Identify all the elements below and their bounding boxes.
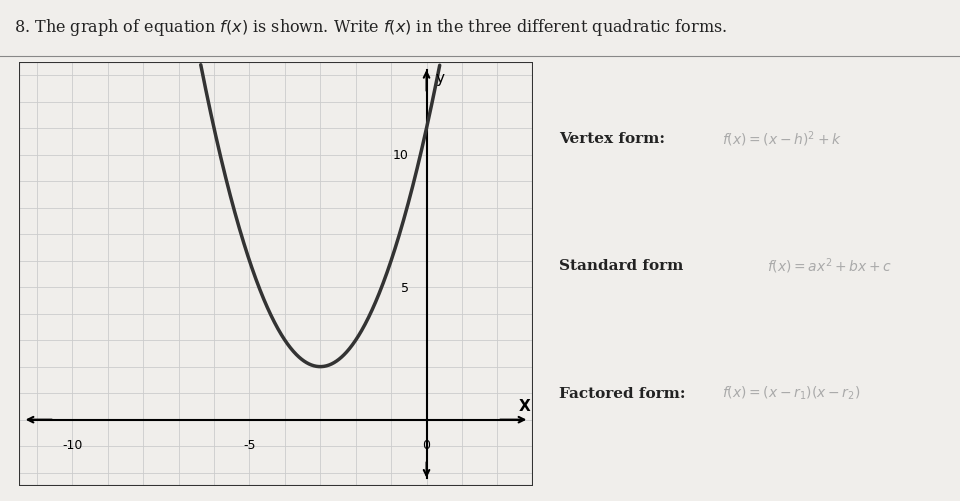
Text: $f(x) = ax^2 + bx + c$: $f(x) = ax^2 + bx + c$: [767, 256, 892, 276]
Text: $f(x) = (x-h)^2 + k$: $f(x) = (x-h)^2 + k$: [722, 129, 842, 149]
Text: 10: 10: [393, 149, 409, 162]
Text: Standard form: Standard form: [559, 259, 684, 273]
Text: 8. The graph of equation $f(x)$ is shown. Write $f(x)$ in the three different qu: 8. The graph of equation $f(x)$ is shown…: [14, 17, 728, 38]
Text: Factored form:: Factored form:: [559, 386, 685, 400]
Text: -5: -5: [243, 438, 255, 451]
Text: X: X: [518, 398, 530, 413]
Text: 0: 0: [422, 438, 430, 451]
Text: Vertex form:: Vertex form:: [559, 132, 664, 146]
Text: -10: -10: [62, 438, 83, 451]
Text: y: y: [436, 71, 444, 86]
Text: $f(x) = (x-r_1)(x-r_2)$: $f(x) = (x-r_1)(x-r_2)$: [722, 384, 860, 401]
Text: 5: 5: [401, 281, 409, 294]
